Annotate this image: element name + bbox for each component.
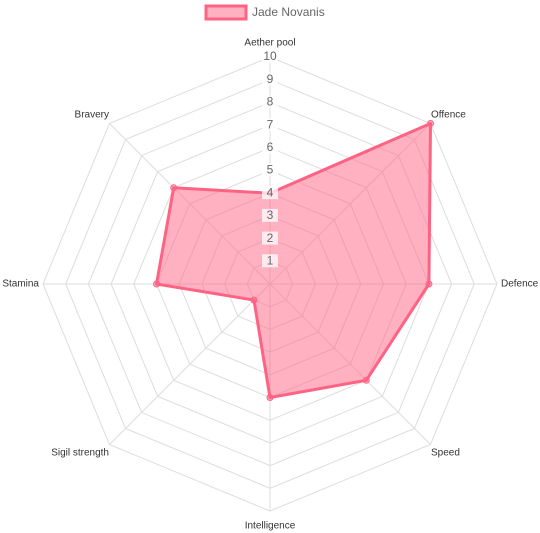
category-label: Defence (501, 279, 539, 290)
category-label: Stamina (2, 279, 39, 290)
r-tick-label: 5 (267, 163, 274, 177)
tick-backdrop (262, 186, 278, 200)
data-point (362, 376, 370, 384)
r-tick-label: 4 (267, 185, 274, 199)
category-label: Speed (431, 448, 460, 459)
r-tick-label: 8 (267, 95, 274, 109)
tick-backdrop (262, 208, 278, 222)
tick-backdrop (262, 50, 278, 63)
category-label: Aether pool (244, 38, 295, 49)
tick-backdrop (262, 254, 278, 268)
r-tick-label: 3 (267, 208, 274, 222)
data-point (250, 296, 258, 304)
data-point (425, 280, 433, 288)
r-tick-label: 10 (263, 49, 277, 63)
data-point (170, 184, 178, 192)
tick-backdrop (262, 231, 278, 245)
data-point (266, 394, 274, 401)
legend-swatch (204, 4, 248, 21)
r-tick-label: 7 (267, 117, 274, 131)
r-tick-label: 2 (267, 231, 274, 245)
tick-backdrop (262, 72, 278, 86)
r-tick-label: 6 (267, 140, 274, 154)
data-point (427, 119, 435, 127)
r-tick-label: 9 (267, 72, 274, 86)
category-label: Sigil strength (51, 448, 109, 459)
tick-backdrop (262, 95, 278, 109)
angle-line (109, 283, 271, 445)
data-point (153, 280, 160, 288)
legend-label: Jade Novanis (252, 5, 325, 19)
r-tick-label: 1 (267, 253, 274, 267)
tick-backdrop (262, 163, 278, 177)
category-label: Bravery (75, 110, 109, 121)
category-label: Offence (431, 110, 466, 121)
category-label: Intelligence (245, 521, 296, 532)
tick-backdrop (262, 140, 278, 154)
tick-backdrop (262, 118, 278, 132)
